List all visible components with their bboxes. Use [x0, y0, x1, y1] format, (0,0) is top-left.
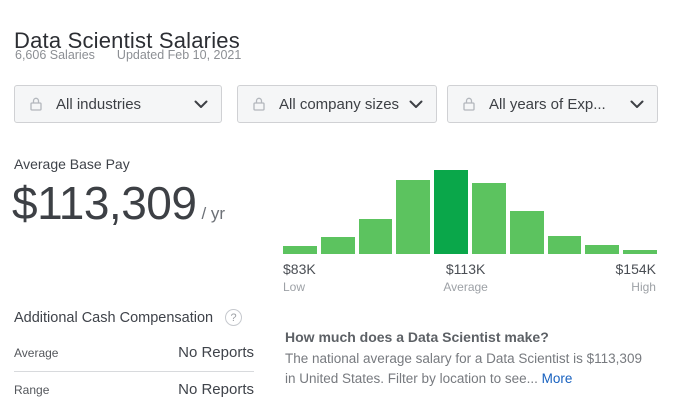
- histogram-axis-labels: $83K Low $113K Average $154K High: [283, 261, 656, 294]
- chevron-down-icon: [630, 100, 644, 109]
- histogram-bar[interactable]: [358, 219, 393, 254]
- histogram-bar[interactable]: [623, 250, 657, 254]
- comp-row-label: Average: [14, 346, 59, 360]
- histogram-bar-highlight[interactable]: [434, 170, 468, 254]
- low-salary-value: $83K: [283, 261, 316, 277]
- filter-industries-dropdown[interactable]: All industries: [14, 85, 222, 123]
- table-row: Average No Reports: [14, 338, 254, 372]
- histogram-bar[interactable]: [547, 236, 582, 254]
- histogram-bar[interactable]: [509, 211, 544, 254]
- lock-icon: [461, 96, 477, 112]
- chevron-down-icon: [409, 100, 423, 109]
- about-heading: How much does a Data Scientist make?: [285, 329, 549, 345]
- high-salary-label: $154K High: [616, 261, 656, 294]
- lock-icon: [251, 96, 267, 112]
- about-body-line2: in United States. Filter by location to …: [285, 371, 542, 386]
- salary-histogram: [283, 170, 657, 254]
- filter-company-sizes-dropdown[interactable]: All company sizes: [237, 85, 437, 123]
- per-year-suffix: / yr: [201, 204, 226, 223]
- low-salary-label: $83K Low: [283, 261, 316, 294]
- histogram-bar[interactable]: [585, 245, 620, 254]
- comp-row-label: Range: [14, 383, 50, 397]
- low-salary-caption: Low: [283, 280, 306, 294]
- average-base-pay-amount-row: $113,309/ yr: [12, 176, 225, 230]
- comp-row-value: No Reports: [178, 381, 254, 398]
- more-link[interactable]: More: [541, 371, 573, 386]
- average-salary-label: $113K Average: [443, 261, 487, 294]
- table-row: Range No Reports: [14, 372, 254, 398]
- salaries-count: 6,606 Salaries: [15, 48, 95, 62]
- about-body-line1: The national average salary for a Data S…: [285, 351, 642, 366]
- average-base-pay-label: Average Base Pay: [14, 156, 130, 172]
- lock-icon: [28, 96, 44, 112]
- help-icon[interactable]: ?: [225, 309, 243, 326]
- about-body: The national average salary for a Data S…: [285, 349, 675, 389]
- filter-industries-label: All industries: [56, 95, 142, 113]
- additional-comp-title: Additional Cash Compensation: [14, 309, 214, 326]
- filter-company-sizes-label: All company sizes: [279, 95, 400, 113]
- comp-row-value: No Reports: [178, 344, 254, 361]
- filter-years-experience-label: All years of Exp...: [489, 95, 606, 113]
- high-salary-value: $154K: [615, 261, 656, 277]
- high-salary-caption: High: [631, 280, 656, 294]
- histogram-bar[interactable]: [320, 237, 355, 254]
- histogram-bar[interactable]: [471, 183, 506, 254]
- chevron-down-icon: [194, 100, 208, 109]
- page-subtitle: 6,606 Salaries Updated Feb 10, 2021: [15, 48, 241, 62]
- additional-comp-table: Average No Reports Range No Reports: [14, 338, 254, 398]
- average-salary-value: $113K: [445, 261, 486, 277]
- about-section: How much does a Data Scientist make? The…: [285, 329, 675, 389]
- filter-years-experience-dropdown[interactable]: All years of Exp...: [447, 85, 658, 123]
- average-salary-caption: Average: [443, 280, 488, 294]
- average-base-pay-amount: $113,309: [12, 177, 197, 229]
- additional-comp-header: Additional Cash Compensation ?: [14, 309, 243, 326]
- page-title: Data Scientist Salaries: [14, 27, 240, 53]
- updated-date: Updated Feb 10, 2021: [116, 48, 242, 62]
- histogram-bar[interactable]: [283, 246, 317, 254]
- histogram-bar[interactable]: [396, 180, 431, 254]
